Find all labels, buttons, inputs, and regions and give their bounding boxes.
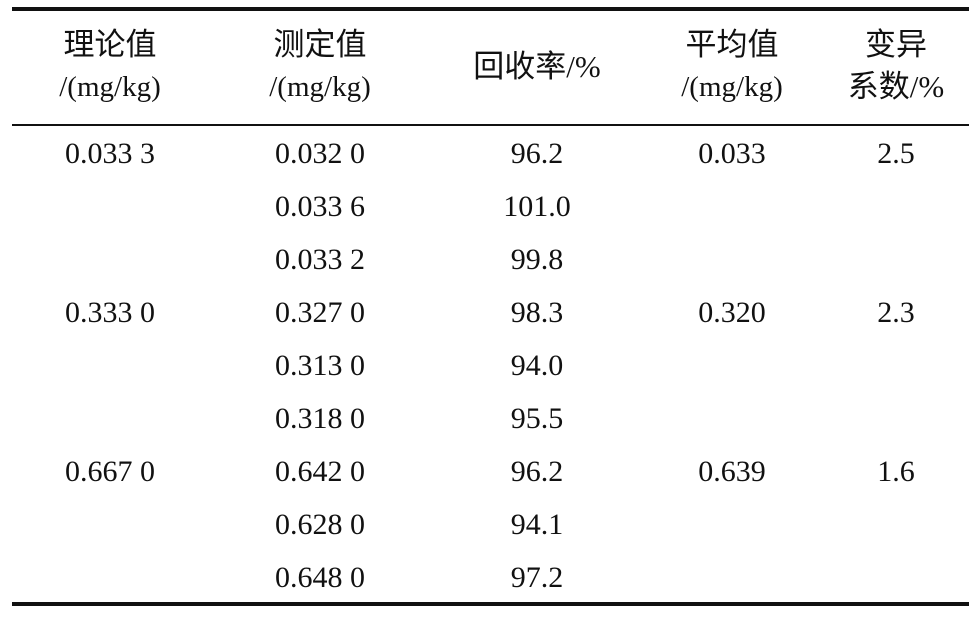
header-mean: 平均值 /(mg/kg) [632,24,832,108]
cell-theoretical: 0.667 0 [65,455,155,488]
cell-recovery: 97.2 [510,561,564,594]
header-cv: 变异 系数/% [796,24,976,108]
cell-cv: 2.5 [877,137,915,170]
table-top-rule [12,7,969,11]
cell-mean: 0.639 [698,455,766,488]
cell-cv: 1.6 [877,455,915,488]
header-cv-title: 变异 [865,27,927,62]
cell-recovery: 99.8 [510,243,564,276]
header-recovery: 回收率/% [437,46,637,88]
cell-recovery: 96.2 [510,455,564,488]
header-cv-unit: 系数/% [847,69,945,104]
cell-mean: 0.033 [698,137,766,170]
cell-recovery: 101.0 [503,190,571,223]
cell-theoretical: 0.033 3 [65,137,155,170]
cell-measured: 0.032 0 [275,137,365,170]
header-recovery-title: 回收率/% [473,49,601,84]
header-measured-unit: /(mg/kg) [269,71,371,103]
cell-measured: 0.327 0 [275,296,365,329]
cell-cv: 2.3 [877,296,915,329]
header-theoretical: 理论值 /(mg/kg) [10,24,210,108]
table-header-rule [12,124,969,126]
cell-recovery: 95.5 [510,402,564,435]
cell-measured: 0.642 0 [275,455,365,488]
header-measured-title: 测定值 [273,27,367,62]
header-mean-title: 平均值 [685,27,779,62]
cell-measured: 0.033 2 [275,243,365,276]
cell-measured: 0.033 6 [275,190,365,223]
cell-measured: 0.648 0 [275,561,365,594]
cell-recovery: 98.3 [510,296,564,329]
header-mean-unit: /(mg/kg) [681,71,783,103]
cell-measured: 0.313 0 [275,349,365,382]
header-theoretical-title: 理论值 [63,27,157,62]
cell-recovery: 94.1 [510,508,564,541]
cell-recovery: 94.0 [510,349,564,382]
cell-measured: 0.628 0 [275,508,365,541]
cell-measured: 0.318 0 [275,402,365,435]
cell-mean: 0.320 [698,296,766,329]
cell-recovery: 96.2 [510,137,564,170]
cell-theoretical: 0.333 0 [65,296,155,329]
header-theoretical-unit: /(mg/kg) [59,71,161,103]
table-bottom-rule [12,602,969,606]
header-measured: 测定值 /(mg/kg) [220,24,420,108]
